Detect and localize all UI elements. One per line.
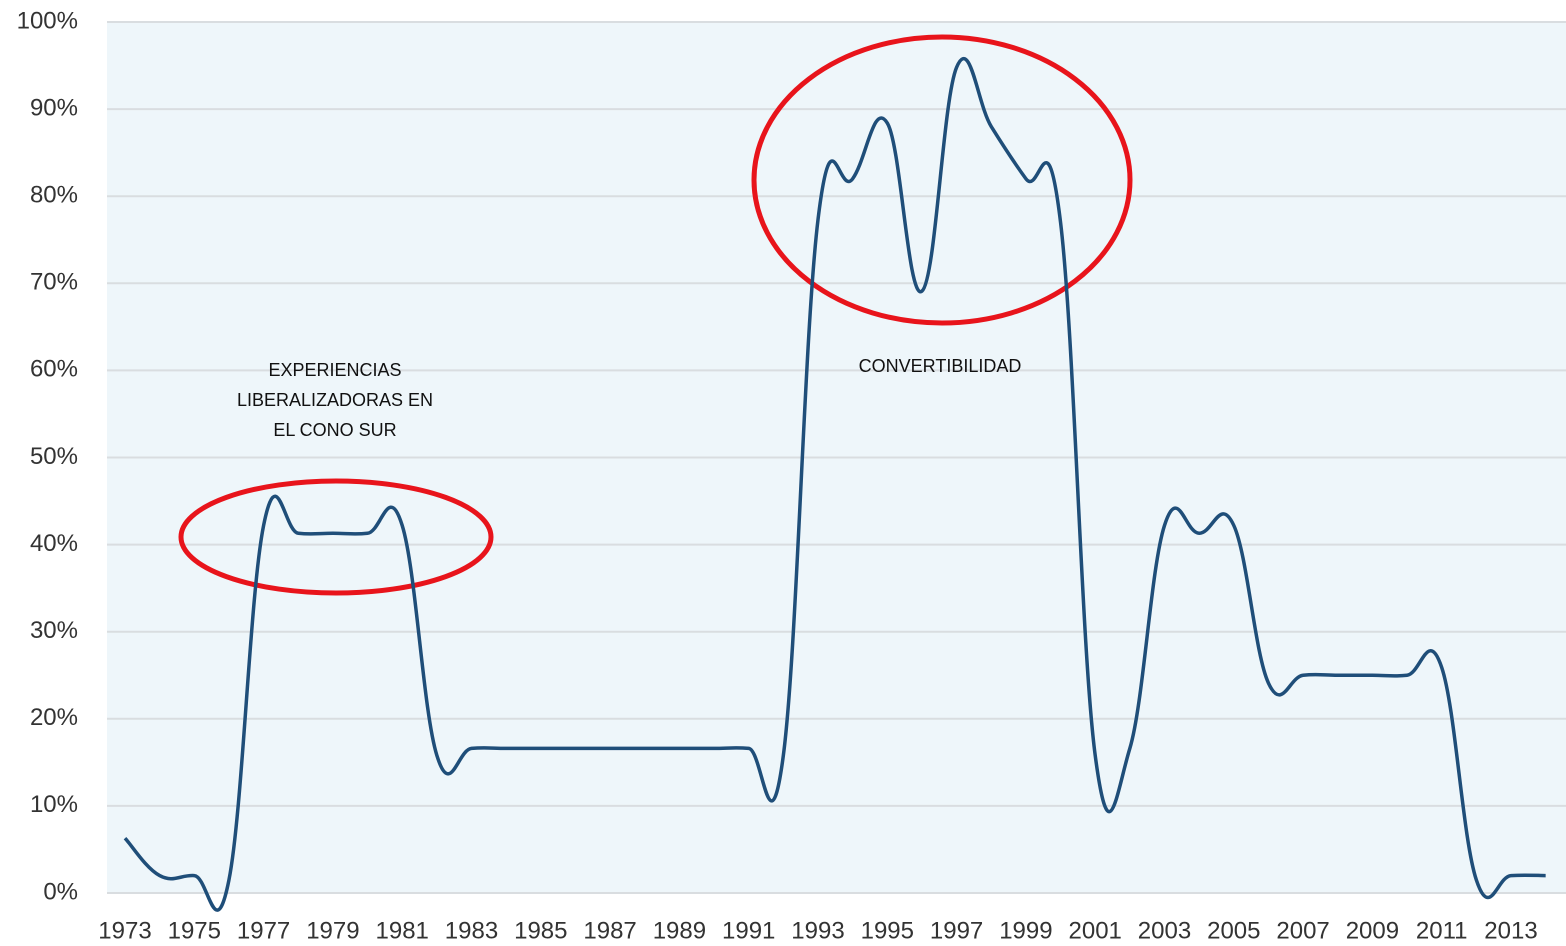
x-tick-label: 2003 (1138, 917, 1191, 944)
line (123, 56, 1546, 912)
y-tick-label: 30% (30, 617, 78, 644)
x-tick-label: 1993 (791, 917, 844, 944)
y-tick-label: 80% (30, 182, 78, 209)
x-tick-label: 1981 (376, 917, 429, 944)
y-tick-label: 90% (30, 94, 78, 121)
y-tick-label: 60% (30, 356, 78, 383)
annotation: CONVERTIBILIDAD (859, 356, 1022, 376)
x-tick-label: 1985 (514, 917, 567, 944)
x-tick-label: 1973 (98, 917, 151, 944)
x-tick-label: 1995 (861, 917, 914, 944)
y-tick-label: 100% (17, 7, 78, 34)
x-tick-label: 1977 (237, 917, 290, 944)
y-tick-label: 40% (30, 530, 78, 557)
x-tick-label: 1983 (445, 917, 498, 944)
y-tick-label: 10% (30, 791, 78, 818)
x-tick-label: 1999 (999, 917, 1052, 944)
x-tick-label: 2011 (1416, 917, 1468, 944)
y-tick-label: 50% (30, 443, 78, 470)
annotation: EXPERIENCIAS (268, 360, 401, 380)
x-tick-label: 2013 (1484, 917, 1537, 944)
y-tick-label: 20% (30, 704, 78, 731)
annotation: EL CONO SUR (273, 420, 396, 440)
annotation: LIBERALIZADORAS EN (237, 390, 433, 410)
x-tick-label: 2007 (1276, 917, 1329, 944)
y-tick-label: 70% (30, 269, 78, 296)
y-tick-label: 0% (43, 878, 78, 905)
x-tick-label: 2009 (1346, 917, 1399, 944)
highlight-ellipse (751, 34, 1133, 326)
x-tick-label: 1989 (653, 917, 706, 944)
x-tick-label: 1979 (306, 917, 359, 944)
x-tick-label: 1975 (168, 917, 221, 944)
x-tick-label: 2005 (1207, 917, 1260, 944)
x-tick-label: 2001 (1069, 917, 1122, 944)
x-tick-label: 1997 (930, 917, 983, 944)
x-tick-label: 1987 (583, 917, 636, 944)
highlight-ellipse (178, 478, 494, 596)
x-tick-label: 1991 (722, 917, 775, 944)
